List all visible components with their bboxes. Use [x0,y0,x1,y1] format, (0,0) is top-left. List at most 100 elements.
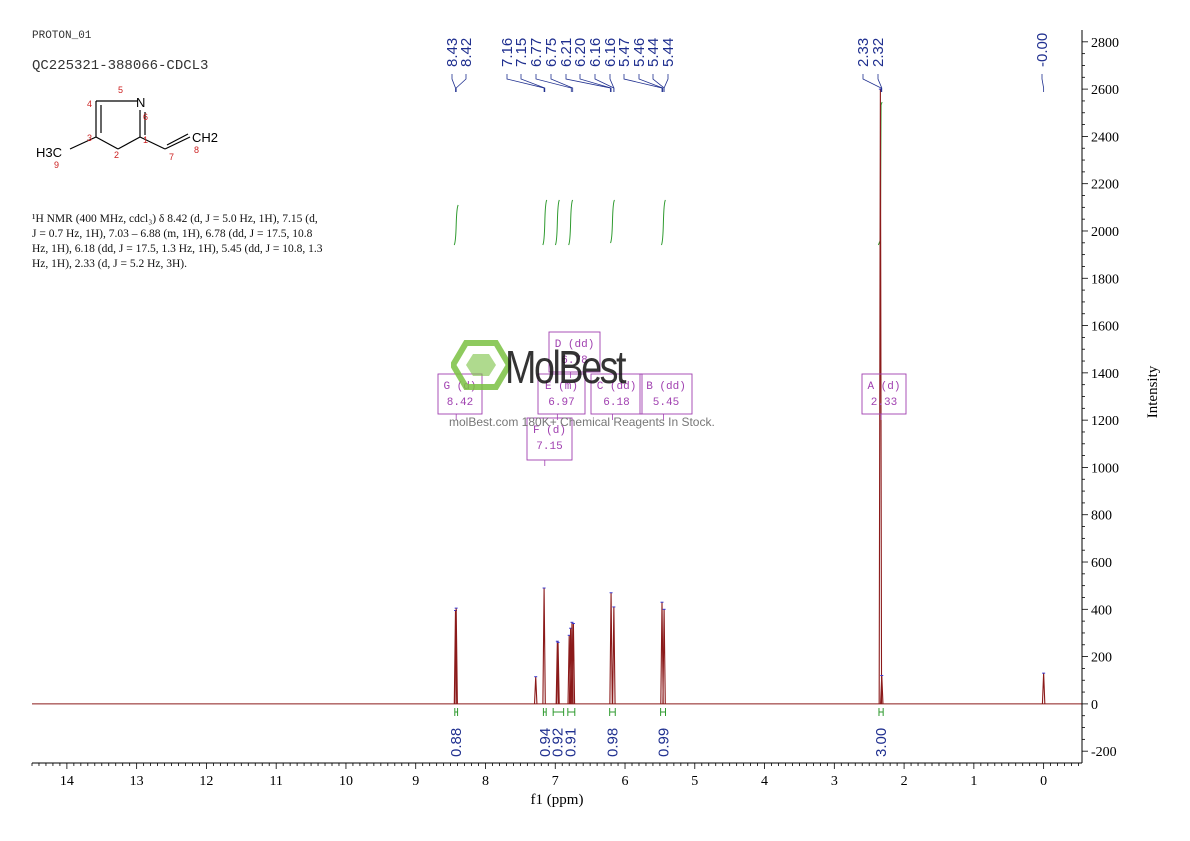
x-tick-label: 9 [412,774,419,789]
y-tick-label: -200 [1091,745,1117,760]
peak-label: 6.16 [587,38,604,67]
x-axis: 14 13 12 11 10 9 8 7 6 5 4 3 2 1 0 [31,762,1082,789]
y-axis: -200 0 200 400 600 800 1000 1200 1400 1600 1800 200… [1081,30,1119,763]
peak-label-group: 8.438.42 7.167.156.776.756.216.206.166.16… [444,33,1051,92]
multiplet-type: E (m) [545,381,578,393]
y-tick-label: 1000 [1091,461,1119,476]
spectrum-peak [1041,673,1046,704]
peak-label-connector [451,74,456,92]
multiplet-type: F (d) [533,425,566,437]
y-tick-label: 2000 [1091,225,1119,240]
multiplet-type: B (dd) [646,381,686,393]
y-tick-label: 1600 [1091,320,1119,335]
atom-number-9: 9 [54,160,59,170]
multiplet-shift: 6.18 [603,397,629,409]
peak-label: 5.44 [645,38,662,67]
nmr-description-line-3: Hz, 1H), 6.18 (dd, J = 17.5, 1.3 Hz, 1H)… [32,243,323,255]
multiplet-shift: 5.45 [653,397,679,409]
multiplet-box [861,373,907,415]
peak-label-connector [550,74,574,92]
y-tick-label: 1200 [1091,414,1119,429]
x-tick-label: 5 [691,774,698,789]
multiplet-shift: 7.15 [536,441,562,453]
peak-label-connector [1041,74,1045,92]
y-tick-label: 2400 [1091,130,1119,145]
y-tick-label: 400 [1091,603,1112,618]
integral-value: 0.94 [537,728,554,757]
x-axis-label: f1 (ppm) [531,792,584,808]
integral-curve [660,199,666,246]
spectrum-peak [662,609,666,704]
peak-label-connector [877,74,883,92]
multiplet-box [590,373,643,415]
multiplet-type: C (dd) [597,381,637,393]
peak-label: 6.21 [558,38,575,67]
atom-number-8: 8 [194,145,199,155]
x-tick-label: 1 [970,774,977,789]
peak-label-connector [520,74,546,92]
peak-label-connector [862,74,882,92]
peak-label: 8.42 [458,38,475,67]
peak-label: 5.46 [631,38,648,67]
y-tick-label: 1800 [1091,272,1119,287]
atom-number-6: 6 [143,112,148,122]
multiplet-shift: 2.33 [871,397,897,409]
molecule-structure: N H3C CH2 1 2 3 4 5 6 7 8 9 [36,85,218,170]
y-tick-label: 200 [1091,651,1112,666]
y-tick-label: 600 [1091,556,1112,571]
peak-label: 7.15 [513,38,530,67]
peak-label-connector [579,74,612,92]
integral-bar-group: 0.88 0.940.920.91 0.98 0.99 3.00 [448,708,890,757]
integral-value: 3.00 [873,728,890,757]
spectrum-peak [533,676,538,704]
multiplet-box [526,417,573,461]
x-tick-label: 12 [199,774,213,789]
peak-label: 6.16 [602,38,619,67]
peak-label-connector [535,74,572,92]
x-tick-label: 0 [1040,774,1047,789]
peak-label-connector [609,74,615,92]
peak-label-connector [638,74,664,92]
peak-label: 7.16 [499,38,516,67]
multiplet-box [537,373,586,415]
multiplet-type: D (dd) [555,339,595,351]
peak-label-connector [663,74,669,92]
atom-number-7: 7 [169,152,174,162]
integral-value: 0.91 [563,728,580,757]
multiplet-shift: 6.97 [548,397,574,409]
multiplet-box-group: G (d)8.42D (dd)6.78E (m)6.97C (dd)6.18B … [437,331,907,466]
integral-curve [453,204,459,246]
nmr-description-line-1: ¹H NMR (400 MHz, cdcl₃) δ 8.42 (d, J = 5… [32,213,318,225]
watermark-brand: MolBest [505,341,627,393]
x-tick-label: 2 [901,774,908,789]
multiplet-shift: 8.42 [447,397,473,409]
spectrum-peak [609,592,613,704]
x-tick-label: 11 [269,774,282,789]
watermark-logo-icon [451,340,511,390]
multiplet-type: A (d) [867,381,900,393]
spectrum-peak [542,588,546,704]
atom-number-4: 4 [87,99,92,109]
integral-curve [554,199,560,246]
peak-label: 2.32 [870,38,887,67]
atom-number-2: 2 [114,150,119,160]
x-tick-label: 7 [552,774,559,789]
peak-label-connector [455,74,467,92]
watermark-tagline: molBest.com 180K+ Chemical Reagents In S… [449,415,715,429]
atom-nitrogen: N [136,95,145,110]
peak-label: 5.44 [660,38,677,67]
peak-label-connector [565,74,611,92]
y-tick-label: 1400 [1091,367,1119,382]
y-tick-label: 800 [1091,509,1112,524]
integral-value: 0.92 [549,728,566,757]
y-axis-label: Intensity [1145,365,1161,418]
atom-number-5: 5 [118,85,123,95]
y-tick-label: 2800 [1091,36,1119,51]
peak-label: -0.00 [1034,33,1051,67]
multiplet-box [548,331,601,373]
nmr-description-line-2: J = 0.7 Hz, 1H), 7.03 – 6.88 (m, 1H), 6.… [32,228,313,240]
multiplet-shift: 6.78 [561,355,587,367]
atom-methyl: H3C [36,145,62,160]
integral-curves [453,101,883,246]
